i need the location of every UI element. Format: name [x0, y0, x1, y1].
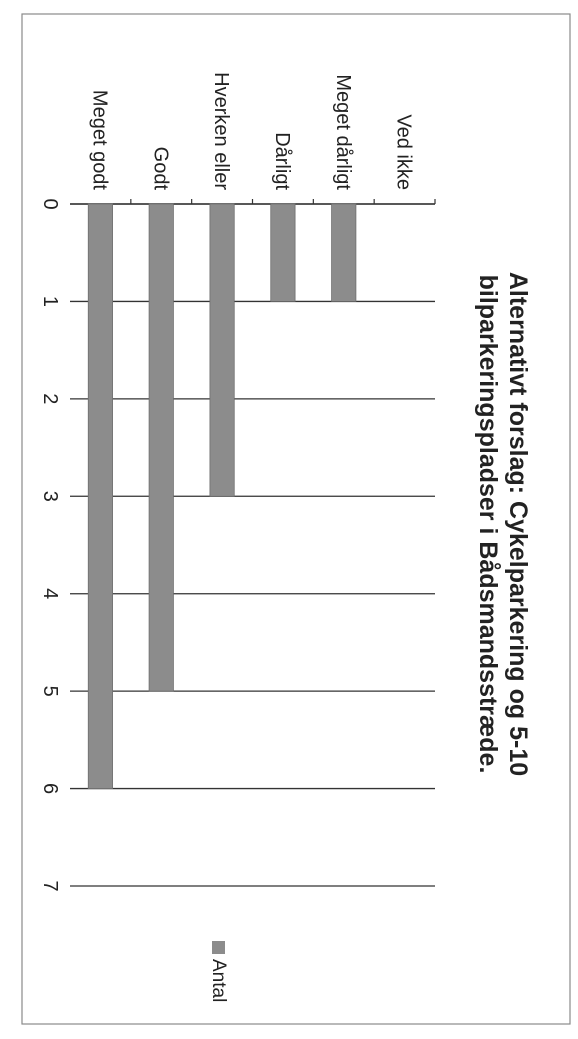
tick-label-3: 3 [39, 491, 61, 502]
tick-label-6: 6 [39, 783, 61, 794]
tick-label-2: 2 [39, 393, 61, 404]
chart-title-line-2: bilparkeringspladser i Bådsmandsstræde. [474, 275, 502, 774]
bar-hverken-eller [209, 203, 235, 497]
bar-meget-godt [87, 203, 113, 789]
tick-label-0: 0 [39, 198, 61, 209]
chart-title: Alternativt forslag: Cykelparkering og 5… [474, 272, 532, 776]
tick-label-1: 1 [39, 296, 61, 307]
legend-swatch-antal [212, 941, 225, 954]
tick-label-7: 7 [39, 880, 61, 891]
category-label-hverken-eller: Hverken eller [210, 72, 232, 190]
legend-label-antal: Antal [208, 959, 229, 1002]
bar-daarligt [270, 203, 296, 302]
chart-title-line-1: Alternativt forslag: Cykelparkering og 5… [504, 272, 532, 776]
category-label-daarligt: Dårligt [271, 132, 293, 190]
legend: Antal [208, 941, 229, 1002]
tick-label-5: 5 [39, 686, 61, 697]
category-label-meget-daarligt: Meget dårligt [332, 74, 354, 190]
tick-label-4: 4 [39, 588, 61, 599]
category-label-ved-ikke: Ved ikke [393, 114, 415, 190]
category-label-meget-godt: Meget godt [88, 90, 110, 191]
category-label-godt: Godt [149, 147, 171, 191]
bar-godt [148, 203, 174, 692]
chart-frame [21, 13, 571, 1025]
bar-meget-daarligt [331, 203, 357, 302]
